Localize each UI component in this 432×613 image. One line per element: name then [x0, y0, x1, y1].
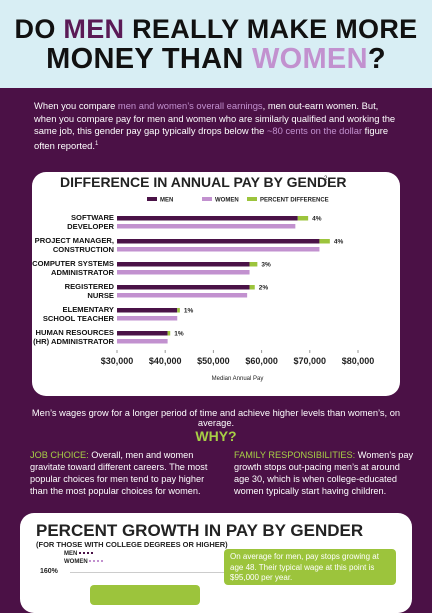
title-text: WOMEN	[251, 43, 368, 75]
data-label: 3%	[261, 262, 271, 269]
callout: On average for men, pay stops growing at…	[224, 549, 396, 585]
y-tick-label: PROJECT MANAGER, CONSTRUCTION	[34, 236, 114, 254]
text: Overall, men and women gravitate toward …	[30, 450, 208, 496]
legend-swatch	[202, 197, 212, 201]
data-label: 1%	[174, 331, 184, 338]
x-axis-title: Median Annual Pay	[212, 376, 264, 382]
chart-title: PERCENT GROWTH IN PAY BY GENDER	[36, 521, 364, 540]
chart: DIFFERENCE IN ANNUAL PAY BY GENDER 2 MEN…	[60, 174, 375, 382]
bar	[117, 239, 320, 244]
header: DO MEN REALLY MAKE MORE MONEY THAN WOMEN…	[0, 0, 432, 88]
bar	[117, 339, 168, 344]
x-tick-label: $30,000	[101, 356, 134, 366]
y-tick-label: 160%	[40, 568, 58, 575]
footnote: 1	[94, 140, 99, 147]
bar	[117, 331, 168, 336]
legend-swatch	[147, 197, 157, 201]
bar	[117, 247, 320, 252]
data-label: 4%	[312, 216, 322, 223]
data-label: 4%	[334, 239, 344, 246]
bar	[117, 308, 178, 313]
y-tick-label: SOFTWARE DEVELOPER	[67, 213, 114, 231]
bar	[117, 216, 298, 221]
title-text: MONEY THAN	[46, 43, 252, 75]
bar	[117, 285, 250, 290]
text: , men out-earn women. But, when you comp…	[34, 100, 396, 136]
chart-title: DIFFERENCE IN ANNUAL PAY BY GENDER	[60, 174, 347, 190]
data-label: 2%	[259, 285, 269, 292]
legend-entry: MEN	[64, 551, 94, 557]
legend-label: WOMEN	[64, 559, 88, 565]
callout	[90, 585, 200, 605]
label: FAMILY RESPONSIBILITIES:	[234, 450, 356, 460]
legend-label: WOMEN	[215, 198, 239, 204]
y-tick-label: HUMAN RESOURCES (HR) ADMINISTRATOR	[33, 328, 114, 346]
bar	[117, 224, 296, 229]
legend-label: MEN	[160, 198, 173, 204]
chart-panel: PERCENT GROWTH IN PAY BY GENDER (FOR THO…	[20, 513, 412, 613]
bar	[117, 270, 250, 275]
x-tick-label: $60,000	[245, 356, 278, 366]
y-tick-label: COMPUTER SYSTEMS ADMINISTRATOR	[32, 259, 114, 277]
intro: When you compare men and women’s overall…	[34, 100, 398, 152]
legend-swatch	[89, 560, 104, 563]
legend-entry: WOMEN	[64, 559, 104, 565]
footnote: 2	[324, 176, 328, 182]
lead-text: Men’s wages grow for a longer period of …	[31, 408, 401, 428]
bar-segment	[249, 262, 258, 267]
title-text: REALLY MAKE MORE	[124, 14, 418, 44]
data-label: 1%	[184, 308, 194, 315]
x-tick-label: $70,000	[294, 356, 327, 366]
text: figure often reported.	[34, 125, 389, 151]
text: men and women’s overall earnings	[117, 100, 263, 111]
legend-label: MEN	[64, 551, 78, 557]
x-tick-label: $40,000	[149, 356, 182, 366]
subtitle: (FOR THOSE WITH COLLEGE DEGREES OR HIGHE…	[36, 540, 228, 549]
grid-line	[70, 572, 240, 573]
title-text: DO	[14, 14, 64, 44]
x-tick-label: $80,000	[342, 356, 375, 366]
chart-panel: DIFFERENCE IN ANNUAL PAY BY GENDER 2 MEN…	[32, 172, 400, 396]
legend-swatch	[247, 197, 257, 201]
bar-segment	[167, 331, 171, 336]
bar	[117, 293, 248, 298]
heading: WHY?	[195, 428, 237, 444]
text: ~80 cents on the dollar	[266, 125, 363, 136]
reason: JOB CHOICE: Overall, men and women gravi…	[30, 449, 210, 497]
title-line: MONEY THAN WOMEN?	[0, 44, 432, 74]
x-tick-label: $50,000	[197, 356, 230, 366]
text: When you compare	[34, 100, 118, 111]
bar	[117, 316, 178, 321]
bar-segment	[177, 308, 180, 313]
legend-label: PERCENT DIFFERENCE	[260, 198, 329, 204]
y-tick-label: REGISTERED NURSE	[64, 282, 114, 300]
title-line: DO MEN REALLY MAKE MORE	[0, 14, 432, 44]
label: JOB CHOICE:	[30, 450, 89, 460]
text: Women’s pay growth stops out-pacing men’…	[234, 450, 414, 496]
bar	[117, 262, 250, 267]
bar-segment	[249, 285, 255, 290]
title-text: ?	[367, 43, 386, 75]
bar-segment	[319, 239, 330, 244]
reason: FAMILY RESPONSIBILITIES: Women’s pay gro…	[234, 449, 414, 497]
legend-swatch	[79, 552, 94, 555]
bar-segment	[297, 216, 309, 221]
title-text: MEN	[63, 14, 125, 44]
y-tick-label: ELEMENTARY SCHOOL TEACHER	[42, 305, 114, 323]
